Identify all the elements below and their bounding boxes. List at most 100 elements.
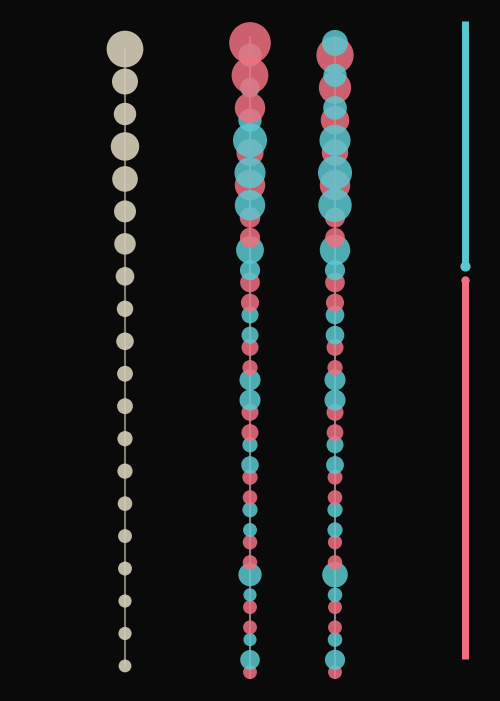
Point [246,147,254,158]
Point [331,102,339,114]
Point [331,569,339,580]
Point [246,459,254,470]
Point [331,264,339,275]
Point [246,492,254,503]
Point [121,271,129,282]
Point [246,374,254,386]
Point [121,628,129,639]
Point [246,277,254,288]
Point [331,168,339,179]
Point [121,173,129,184]
Point [121,109,129,120]
Point [461,275,469,286]
Point [246,232,254,243]
Point [246,362,254,373]
Point [331,297,339,308]
Point [246,427,254,438]
Point [246,50,254,61]
Point [121,498,129,509]
Point [246,297,254,308]
Point [121,76,129,87]
Point [331,590,339,601]
Point [246,200,254,211]
Point [246,622,254,633]
Point [331,70,339,81]
Point [331,277,339,288]
Point [121,368,129,379]
Point [246,472,254,483]
Point [331,135,339,146]
Point [246,212,254,223]
Point [121,400,129,411]
Point [331,601,339,613]
Point [246,504,254,515]
Point [121,660,129,672]
Point [246,395,254,406]
Point [331,342,339,353]
Point [331,634,339,645]
Point [246,168,254,179]
Point [246,179,254,191]
Point [331,492,339,503]
Point [331,82,339,93]
Point [331,395,339,406]
Point [246,557,254,568]
Point [246,342,254,353]
Point [121,336,129,347]
Point [246,536,254,547]
Point [331,654,339,665]
Point [331,114,339,125]
Point [121,465,129,477]
Point [246,114,254,125]
Point [246,264,254,275]
Point [331,37,339,48]
Point [246,329,254,341]
Point [246,135,254,146]
Point [121,563,129,574]
Point [331,440,339,451]
Point [246,601,254,613]
Point [331,179,339,191]
Point [246,654,254,665]
Point [246,667,254,678]
Point [331,245,339,256]
Point [246,407,254,418]
Point [246,102,254,114]
Point [246,440,254,451]
Point [331,524,339,536]
Point [461,261,469,272]
Point [121,141,129,152]
Point [331,329,339,341]
Point [331,147,339,158]
Point [246,569,254,580]
Point [121,43,129,55]
Point [121,206,129,217]
Point [331,407,339,418]
Point [331,362,339,373]
Point [331,557,339,568]
Point [331,504,339,515]
Point [331,459,339,470]
Point [331,232,339,243]
Point [246,70,254,81]
Point [331,622,339,633]
Point [246,245,254,256]
Point [331,472,339,483]
Point [246,82,254,93]
Point [331,50,339,61]
Point [331,200,339,211]
Point [246,590,254,601]
Point [331,667,339,678]
Point [121,238,129,250]
Point [331,427,339,438]
Point [121,531,129,542]
Point [246,524,254,536]
Point [121,304,129,315]
Point [331,536,339,547]
Point [331,212,339,223]
Point [121,433,129,444]
Point [331,309,339,320]
Point [121,595,129,606]
Point [246,634,254,645]
Point [246,309,254,320]
